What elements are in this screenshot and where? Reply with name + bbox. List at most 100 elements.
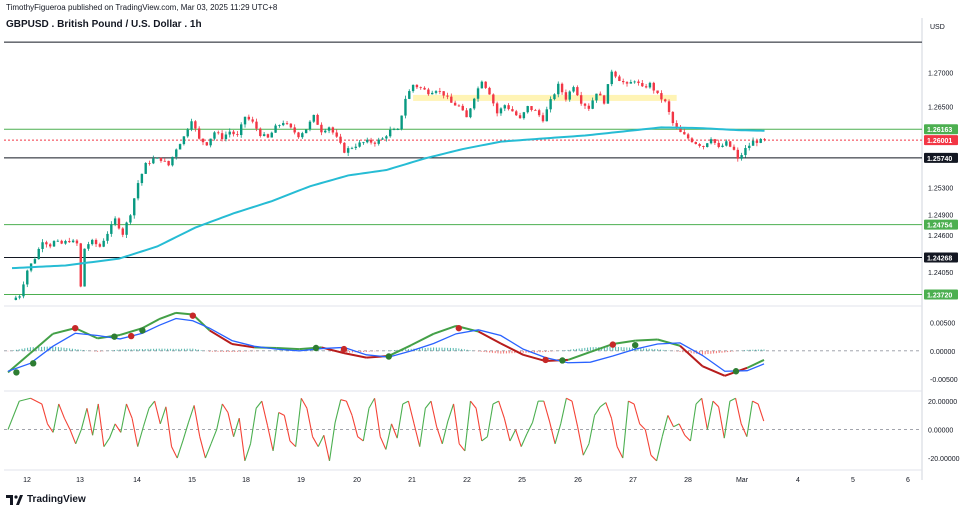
candle-body	[568, 91, 571, 100]
tradingview-logo[interactable]: TradingView	[6, 494, 86, 505]
momentum-segment	[757, 403, 765, 422]
price-tag	[924, 135, 958, 146]
candle-body	[579, 95, 583, 104]
momentum-segment	[137, 426, 144, 447]
osc-signal-segment	[209, 329, 233, 345]
candle-body	[587, 105, 591, 109]
candle-body	[740, 155, 743, 159]
momentum-segment	[328, 422, 336, 461]
candle-body	[660, 93, 663, 100]
candle-body	[503, 105, 506, 109]
cross-marker	[72, 324, 79, 332]
candle-body	[610, 71, 613, 85]
osc-signal-segment	[276, 347, 300, 351]
candle-body	[392, 129, 396, 131]
momentum-segment	[407, 400, 415, 425]
candle-body	[87, 244, 90, 249]
momentum-segment	[571, 400, 579, 427]
candle-body	[304, 129, 308, 134]
candle-body	[308, 121, 312, 130]
price-tag-label: 1.26163	[927, 127, 952, 134]
osc-signal-segment	[657, 338, 681, 347]
candle-body	[526, 106, 529, 113]
momentum-segment	[656, 436, 663, 462]
momentum-segment	[430, 400, 438, 427]
momentum-segment	[639, 423, 646, 430]
candle-body	[159, 157, 163, 161]
momentum-segment	[515, 429, 522, 447]
candle-body	[369, 139, 373, 143]
candle-body	[83, 248, 86, 287]
osc-signal-segment	[522, 353, 546, 363]
candle-body	[209, 138, 212, 146]
momentum-segment	[19, 397, 31, 402]
candle-body	[415, 84, 419, 88]
momentum-segment	[447, 403, 455, 422]
candle-body	[751, 140, 755, 146]
momentum-segment	[492, 400, 499, 405]
momentum-segment	[509, 429, 517, 442]
candle-body	[686, 134, 690, 139]
osc-tick-label: 0.00000	[930, 349, 955, 356]
momentum-segment	[458, 443, 466, 452]
cross-marker	[732, 368, 740, 375]
candle-body	[49, 244, 52, 247]
momentum-segment	[165, 406, 173, 447]
candle-body	[282, 123, 285, 126]
candle-body	[602, 95, 606, 104]
time-tick-label: 18	[242, 477, 250, 484]
momentum-segment	[182, 422, 190, 442]
candle-body	[343, 142, 346, 153]
candle-body	[335, 132, 338, 137]
momentum-segment	[554, 423, 562, 444]
candle-body	[469, 108, 472, 118]
momentum-segment	[374, 398, 381, 437]
osc-blue-line	[7, 317, 765, 372]
momentum-segment	[244, 443, 252, 462]
time-tick-label: 25	[518, 477, 526, 484]
osc-signal-segment	[746, 359, 765, 369]
candle-body	[618, 76, 621, 81]
osc-tick-label: -0.00500	[930, 377, 958, 384]
candle-body	[136, 183, 140, 199]
momentum-segment	[503, 418, 511, 442]
candle-body	[41, 242, 44, 249]
time-axis[interactable]: 12 13 14 15 18 19 20 21 22 25 26 27 28 Mar 4 5 6	[23, 477, 910, 484]
candle-body	[94, 239, 98, 245]
candle-body	[301, 133, 304, 138]
candle-body	[564, 92, 568, 100]
momentum-segment	[368, 397, 376, 409]
osc-signal-segment	[702, 365, 726, 377]
candle-body	[671, 112, 675, 124]
candle-body	[240, 124, 243, 136]
candle-body	[381, 138, 384, 140]
candle-body	[37, 248, 40, 260]
momentum-segment	[560, 398, 567, 425]
momentum-segment	[622, 401, 629, 459]
momentum-segment	[233, 418, 240, 437]
momentum-segment	[142, 408, 150, 427]
momentum-segment	[80, 408, 88, 430]
candle-body	[140, 173, 144, 184]
momentum-segment	[605, 402, 612, 419]
candle-body	[721, 145, 724, 147]
candle-body	[327, 127, 331, 131]
candle-body	[289, 123, 293, 128]
price-axis[interactable]: 1.27000 1.26500 1.25300 1.24900 1.24600 1.240…	[924, 71, 960, 463]
moving-average-line	[11, 126, 765, 270]
candle-body	[652, 82, 655, 91]
momentum-segment	[684, 434, 691, 442]
candle-body	[232, 131, 235, 135]
momentum-segment	[740, 423, 748, 437]
candle-body	[622, 80, 625, 83]
candle-body	[71, 240, 75, 243]
momentum-segment	[520, 433, 528, 447]
candle-body	[98, 244, 102, 247]
momentum-segment	[171, 446, 178, 459]
momentum-tick-label: -20.00000	[928, 456, 960, 463]
momentum-segment	[75, 429, 82, 445]
momentum-segment	[599, 402, 607, 408]
candle-body	[411, 84, 415, 92]
momentum-segment	[261, 400, 268, 426]
